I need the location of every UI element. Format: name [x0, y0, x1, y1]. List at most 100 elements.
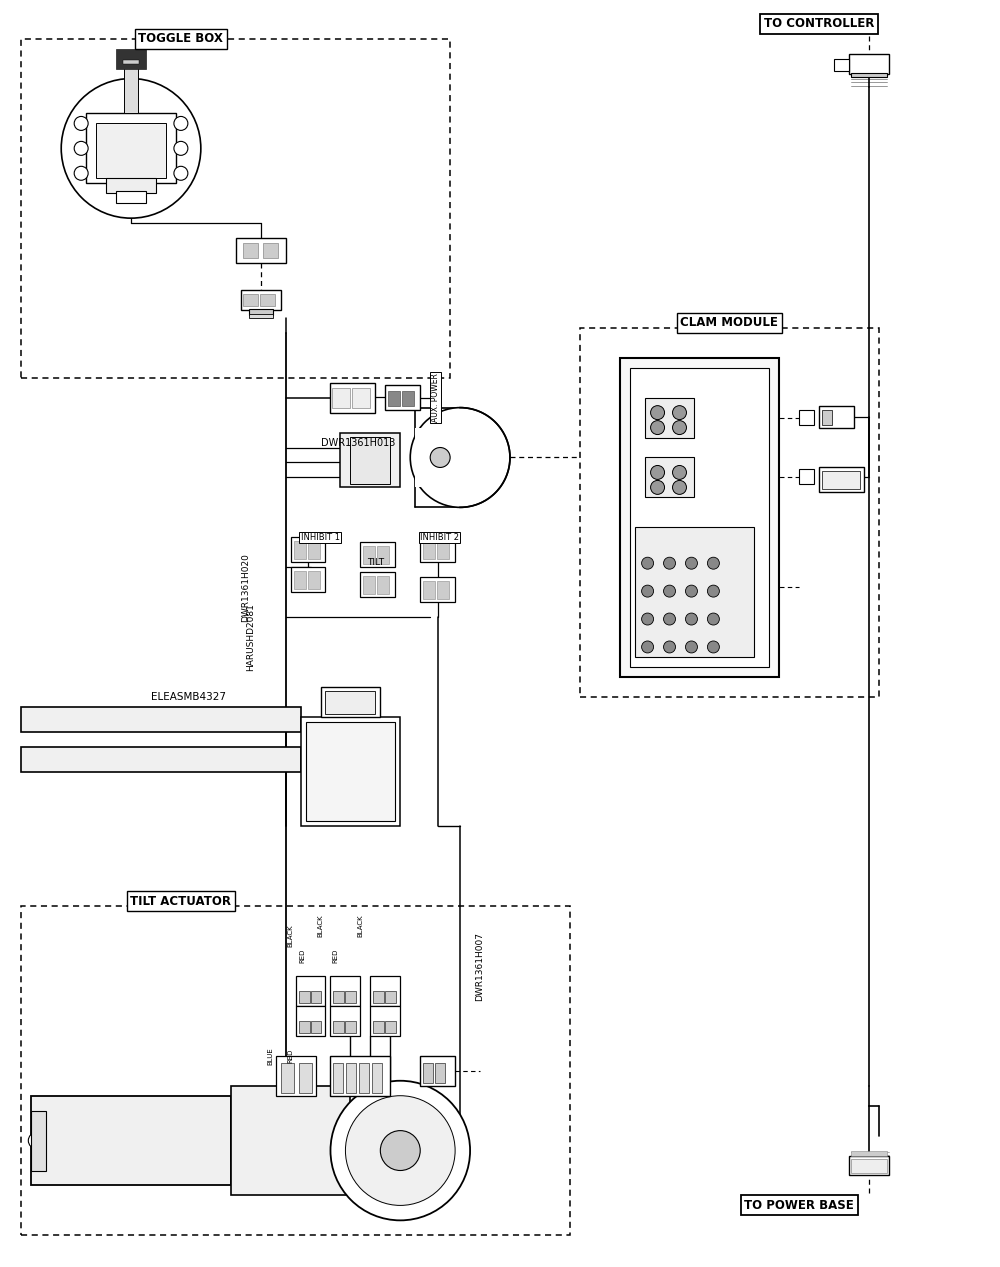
Bar	[346, 1063, 356, 1092]
Bar	[330, 1055, 390, 1096]
Bar	[31, 1096, 231, 1186]
Bar	[241, 290, 281, 310]
Circle shape	[430, 447, 450, 468]
Bar	[299, 991, 310, 1003]
Bar	[437, 582, 449, 599]
Bar	[388, 390, 400, 405]
Text: INHIBIT 1: INHIBIT 1	[301, 532, 340, 542]
Bar	[308, 571, 320, 589]
Text: DWR1361H013: DWR1361H013	[320, 437, 395, 447]
Text: TOGGLE BOX: TOGGLE BOX	[138, 32, 223, 46]
Bar	[291, 537, 325, 563]
Bar	[21, 39, 450, 378]
Text: HARUSHD2081: HARUSHD2081	[246, 603, 255, 672]
Bar	[340, 432, 400, 488]
Bar	[21, 707, 301, 732]
Bar	[306, 722, 395, 821]
Bar	[311, 991, 321, 1003]
Bar	[231, 1086, 350, 1196]
Bar	[620, 357, 779, 677]
Bar	[385, 1021, 396, 1033]
Circle shape	[707, 585, 719, 597]
Text: BLACK: BLACK	[357, 915, 363, 938]
Text: BLACK: BLACK	[288, 925, 294, 948]
Circle shape	[330, 1081, 470, 1220]
Circle shape	[651, 480, 665, 494]
Bar	[330, 383, 375, 413]
Bar	[106, 179, 156, 194]
Circle shape	[174, 166, 188, 180]
Bar	[851, 72, 887, 76]
Circle shape	[642, 613, 654, 625]
Circle shape	[664, 613, 676, 625]
Circle shape	[685, 585, 697, 597]
Bar	[799, 470, 814, 484]
Circle shape	[28, 1133, 44, 1149]
Bar	[370, 1006, 400, 1036]
Circle shape	[664, 641, 676, 653]
Bar	[819, 405, 854, 427]
Bar	[373, 991, 384, 1003]
Bar	[294, 571, 306, 589]
Bar	[437, 541, 449, 559]
Bar	[276, 1055, 316, 1096]
Bar	[834, 58, 849, 71]
Text: RED: RED	[288, 1049, 294, 1063]
Bar	[345, 991, 356, 1003]
Bar	[311, 1021, 321, 1033]
Bar	[116, 48, 146, 68]
Circle shape	[651, 421, 665, 435]
Bar	[822, 409, 832, 424]
Bar	[363, 546, 375, 564]
Bar	[819, 468, 864, 493]
Bar	[320, 687, 380, 717]
Bar	[385, 385, 420, 409]
Bar	[420, 537, 455, 563]
Bar	[249, 309, 273, 315]
Bar	[301, 717, 400, 826]
Bar	[294, 541, 306, 559]
Bar	[296, 976, 325, 1006]
Text: INHIBIT 2: INHIBIT 2	[420, 532, 459, 542]
Circle shape	[685, 641, 697, 653]
Text: AUX. POWER: AUX. POWER	[431, 374, 440, 422]
Bar	[299, 1063, 312, 1092]
Bar	[96, 123, 166, 179]
Bar	[402, 390, 414, 405]
Circle shape	[673, 465, 686, 479]
Text: TO POWER BASE: TO POWER BASE	[744, 1199, 854, 1213]
Bar	[231, 1111, 320, 1161]
Bar	[123, 60, 139, 63]
Bar	[86, 114, 176, 184]
Bar	[352, 388, 370, 408]
Bar	[822, 471, 860, 489]
Circle shape	[74, 142, 88, 156]
Bar	[423, 582, 435, 599]
Bar	[370, 976, 400, 1006]
Circle shape	[380, 1130, 420, 1171]
Bar	[332, 388, 350, 408]
Circle shape	[685, 557, 697, 569]
Text: ELEASMB4327: ELEASMB4327	[151, 692, 226, 702]
Circle shape	[61, 79, 201, 218]
Bar	[31, 1111, 46, 1171]
Text: BLACK: BLACK	[318, 915, 324, 938]
Bar	[363, 576, 375, 594]
Bar	[333, 991, 344, 1003]
Bar	[325, 691, 375, 713]
Bar	[281, 1063, 294, 1092]
Bar	[799, 409, 814, 424]
Circle shape	[664, 557, 676, 569]
Bar	[360, 573, 395, 597]
Bar	[260, 294, 275, 305]
Text: RED: RED	[332, 949, 338, 963]
Bar	[420, 578, 455, 602]
Text: DWR1361H007: DWR1361H007	[476, 931, 485, 1001]
Text: TO CONTROLLER: TO CONTROLLER	[764, 18, 874, 30]
Bar	[243, 243, 258, 258]
Bar	[377, 546, 389, 564]
Text: TILT ACTUATOR: TILT ACTUATOR	[130, 895, 231, 907]
Text: CLAM MODULE: CLAM MODULE	[680, 317, 778, 329]
Circle shape	[74, 117, 88, 131]
Bar	[296, 1006, 325, 1036]
